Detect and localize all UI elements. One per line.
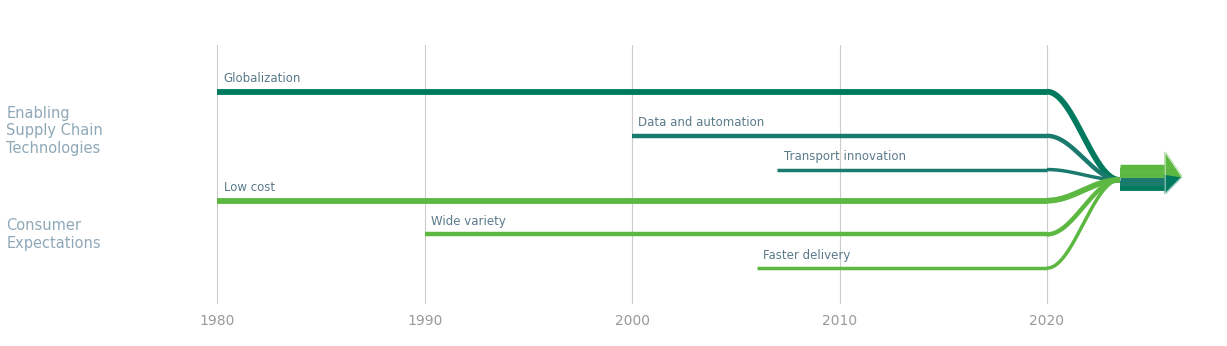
Polygon shape — [1166, 152, 1182, 177]
Text: Data and automation: Data and automation — [638, 116, 764, 129]
Text: Consumer
Expectations: Consumer Expectations — [6, 218, 101, 251]
Polygon shape — [1166, 174, 1182, 194]
Text: Faster delivery: Faster delivery — [763, 249, 850, 262]
Text: Enabling
Supply Chain
Technologies: Enabling Supply Chain Technologies — [6, 106, 103, 155]
Text: Globalization: Globalization — [223, 72, 301, 85]
Text: Wide variety: Wide variety — [431, 215, 506, 228]
Text: Low cost: Low cost — [223, 181, 275, 194]
Text: Transport innovation: Transport innovation — [784, 150, 906, 163]
